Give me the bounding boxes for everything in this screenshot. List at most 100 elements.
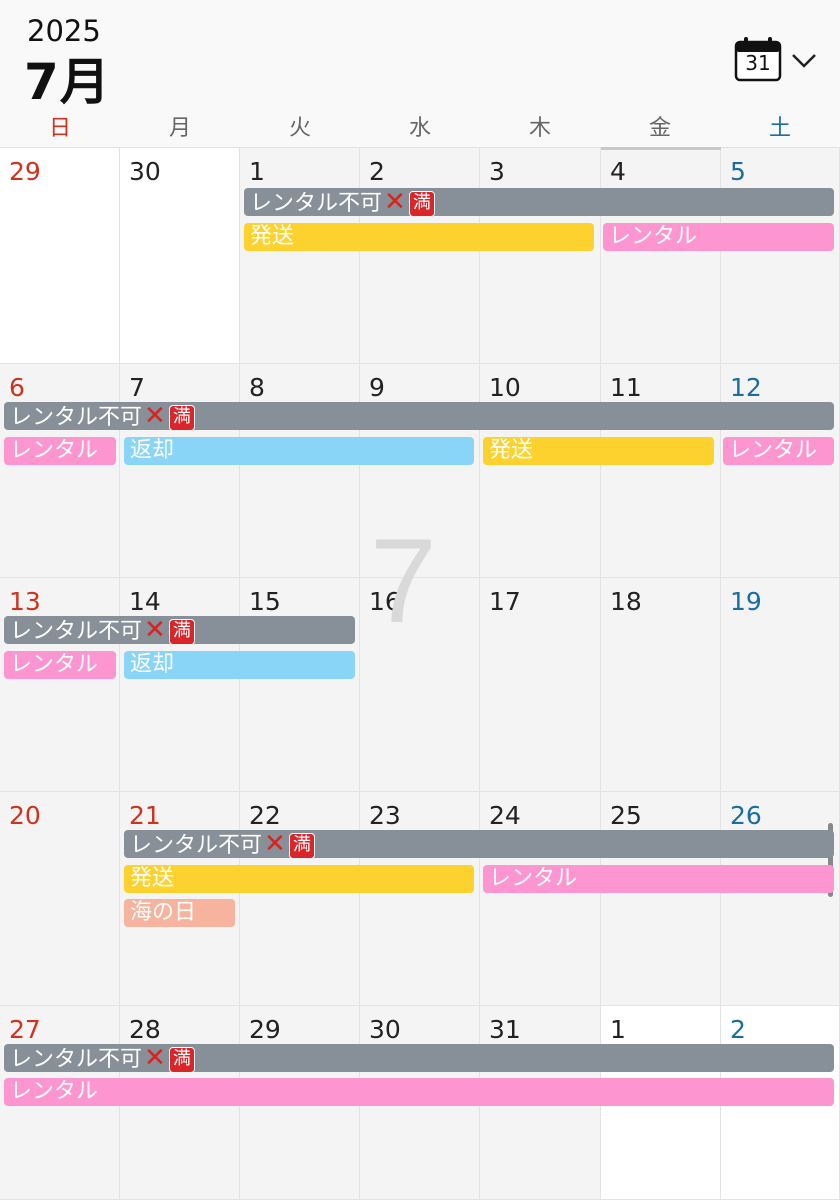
day-cell[interactable]: 9 [360, 364, 480, 578]
day-number: 10 [489, 373, 521, 402]
day-cell[interactable]: 23 [360, 792, 480, 1006]
day-number: 4 [610, 157, 626, 186]
day-number: 23 [369, 801, 401, 830]
cross-mark-icon: ✕ [144, 616, 166, 644]
day-cell[interactable]: 16 [360, 578, 480, 792]
calendar-view-icon[interactable]: 31 [734, 36, 784, 82]
day-number: 16 [369, 587, 401, 616]
day-number: 5 [730, 157, 746, 186]
holiday-event[interactable]: 海の日 [124, 899, 235, 927]
day-cell[interactable]: 6 [0, 364, 120, 578]
day-number: 14 [129, 587, 161, 616]
day-number: 30 [129, 157, 161, 186]
return-event[interactable]: 返却 [124, 437, 474, 465]
blocked-event[interactable]: レンタル不可✕ 満 [124, 830, 834, 858]
day-cell[interactable]: 19 [721, 578, 840, 792]
day-cell[interactable]: 2 [360, 148, 480, 364]
day-number: 1 [249, 157, 265, 186]
cross-mark-icon: ✕ [384, 188, 406, 216]
calendar-header: 2025 7月 31 [0, 0, 840, 115]
day-number: 13 [9, 587, 41, 616]
shipping-event[interactable]: 発送 [244, 223, 594, 251]
blocked-event[interactable]: レンタル不可✕ 満 [4, 402, 834, 430]
day-number: 30 [369, 1015, 401, 1044]
day-number: 27 [9, 1015, 41, 1044]
day-cell[interactable]: 3 [480, 148, 601, 364]
day-cell[interactable]: 29 [0, 148, 120, 364]
day-cell[interactable]: 5 [721, 148, 840, 364]
day-cell[interactable]: 4 [601, 148, 721, 364]
day-number: 24 [489, 801, 521, 830]
event-title: レンタル [10, 1079, 99, 1104]
full-badge-icon: 満 [168, 405, 195, 430]
shipping-event[interactable]: 発送 [124, 865, 474, 893]
weekday-sun: 日 [48, 116, 71, 141]
chevron-down-icon[interactable] [790, 46, 818, 74]
event-title: レンタル [489, 866, 578, 891]
day-number: 9 [369, 373, 385, 402]
rental-event[interactable]: レンタル [483, 865, 834, 893]
day-number: 15 [249, 587, 281, 616]
return-event[interactable]: 返却 [124, 651, 355, 679]
blocked-event[interactable]: レンタル不可✕ 満 [4, 616, 355, 644]
scrollbar[interactable] [828, 823, 833, 897]
day-number: 26 [730, 801, 762, 830]
rental-event[interactable]: レンタル [603, 223, 834, 251]
shipping-event[interactable]: 発送 [483, 437, 714, 465]
rental-event[interactable]: レンタル [4, 651, 116, 679]
event-title: 発送 [250, 224, 295, 249]
day-cell[interactable]: 25 [601, 792, 721, 1006]
cross-mark-icon: ✕ [264, 830, 286, 858]
event-title: レンタル不可 [250, 191, 383, 216]
day-cell[interactable]: 22 [240, 792, 360, 1006]
day-cell[interactable]: 12 [721, 364, 840, 578]
day-cell[interactable]: 26 [721, 792, 840, 1006]
day-cell[interactable]: 11 [601, 364, 721, 578]
year-label: 2025 [27, 14, 101, 48]
day-number: 21 [129, 801, 161, 830]
event-title: レンタル不可 [130, 833, 263, 858]
day-cell[interactable]: 30 [120, 148, 240, 364]
event-title: レンタル [729, 438, 818, 463]
day-number: 28 [129, 1015, 161, 1044]
day-cell[interactable]: 1 [240, 148, 360, 364]
rental-event[interactable]: レンタル [723, 437, 834, 465]
day-cell[interactable]: 7 [120, 364, 240, 578]
day-number: 1 [610, 1015, 626, 1044]
day-number: 2 [730, 1015, 746, 1044]
day-number: 3 [489, 157, 505, 186]
day-cell[interactable]: 13 [0, 578, 120, 792]
day-cell[interactable]: 17 [480, 578, 601, 792]
rental-event[interactable]: レンタル [4, 1078, 834, 1106]
day-cell[interactable]: 8 [240, 364, 360, 578]
day-cell[interactable]: 10 [480, 364, 601, 578]
event-title: 発送 [130, 866, 175, 891]
day-cell[interactable]: 24 [480, 792, 601, 1006]
blocked-event[interactable]: レンタル不可✕ 満 [244, 188, 834, 216]
blocked-event[interactable]: レンタル不可✕ 満 [4, 1044, 834, 1072]
day-number: 18 [610, 587, 642, 616]
event-title: レンタル不可 [10, 1047, 143, 1072]
rental-event[interactable]: レンタル [4, 437, 116, 465]
full-badge-icon: 満 [288, 833, 315, 858]
day-number: 2 [369, 157, 385, 186]
day-number: 29 [9, 157, 41, 186]
month-watermark: 7 [370, 514, 437, 648]
day-cell[interactable]: 15 [240, 578, 360, 792]
day-number: 7 [129, 373, 145, 402]
weekday-wed: 水 [408, 116, 431, 141]
day-cell[interactable]: 18 [601, 578, 721, 792]
calendar-icon-day: 31 [745, 51, 771, 75]
full-badge-icon: 満 [168, 619, 195, 644]
day-cell[interactable]: 14 [120, 578, 240, 792]
day-number: 8 [249, 373, 265, 402]
day-number: 25 [610, 801, 642, 830]
day-cell[interactable]: 20 [0, 792, 120, 1006]
weekday-header: 日 月 火 水 木 金 土 [0, 115, 840, 147]
month-title[interactable]: 7月 [24, 53, 111, 111]
event-title: レンタル不可 [10, 405, 143, 430]
weekday-sat: 土 [768, 116, 791, 141]
cross-mark-icon: ✕ [144, 1044, 166, 1072]
full-badge-icon: 満 [408, 191, 435, 216]
